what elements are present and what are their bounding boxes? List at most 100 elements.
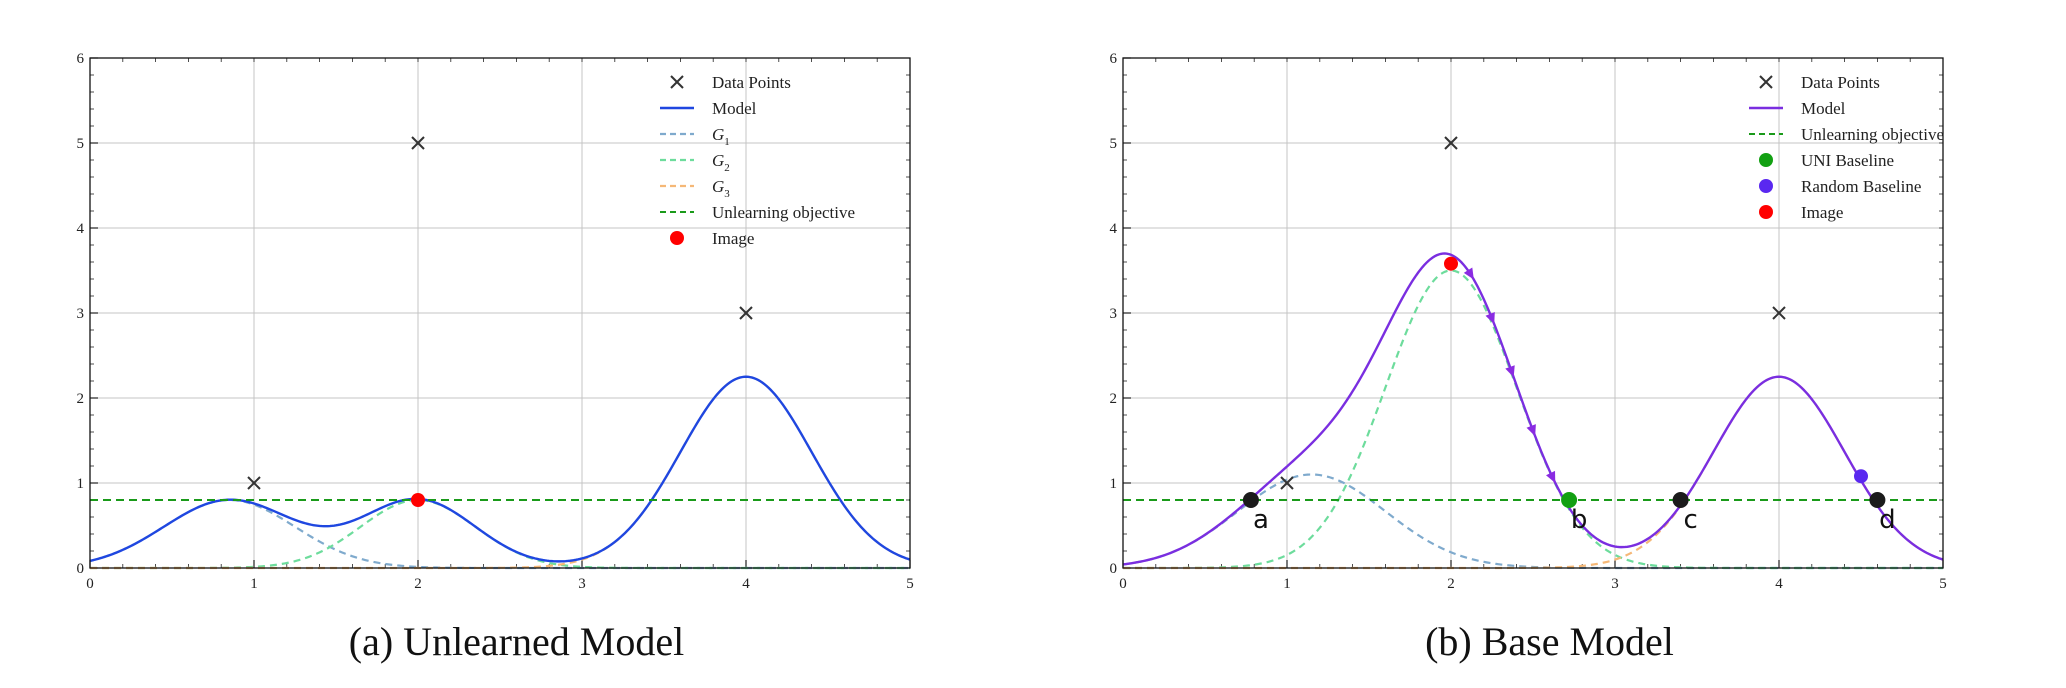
data-point-marker <box>247 476 261 490</box>
model-curve <box>1122 252 1944 566</box>
legend-item: Model <box>1749 99 1846 118</box>
legend: Data Points Model Unlearning objective UNI … <box>1749 73 1944 222</box>
legend-label: Image <box>1801 203 1843 222</box>
trajectory-arrow <box>1485 312 1495 325</box>
trajectory-arrow <box>1505 365 1515 378</box>
y-tick-label: 6 <box>77 51 85 67</box>
data-point-stroke <box>1772 306 1786 320</box>
data-point-stroke <box>247 476 261 490</box>
legend-item: Random Baseline <box>1759 177 1921 196</box>
x-tick-label: 1 <box>1283 576 1291 592</box>
legend-label: G2 <box>712 151 730 174</box>
image-point <box>411 493 425 507</box>
data-point-marker <box>739 306 753 320</box>
data-point-marker <box>1280 476 1294 490</box>
x-tick-label: 5 <box>1939 576 1947 592</box>
axes-frame <box>1122 57 1944 569</box>
legend-item: Unlearning objective <box>1749 125 1944 144</box>
grid <box>89 57 911 569</box>
x-tick-label: 2 <box>1447 576 1455 592</box>
point-label-b: b <box>1571 505 1588 535</box>
trajectory-arrow <box>1546 470 1556 483</box>
legend-marker-x <box>1759 75 1773 89</box>
data-point-marker <box>1772 306 1786 320</box>
panel-a: 0 1 2 3 4 5 0 1 2 3 4 5 6 Data Points Model G1 G2 G3 Unlea… <box>77 51 914 664</box>
legend-item: Image <box>670 229 754 248</box>
y-tick-label: 0 <box>77 561 85 577</box>
legend-item: Image <box>1759 203 1843 222</box>
caption-b: (b) Base Model <box>1425 619 1674 664</box>
x-tick-label: 5 <box>906 576 914 592</box>
y-tick-label: 1 <box>77 476 85 492</box>
trajectory-arrow <box>1526 424 1536 437</box>
model-curve <box>89 375 911 563</box>
gaussian-3 <box>1123 375 1944 570</box>
point-label-c: c <box>1683 505 1697 535</box>
data-point-stroke <box>1444 136 1458 150</box>
y-tick-label: 1 <box>1110 476 1118 492</box>
axes-frame <box>89 57 911 569</box>
x-tick-label: 3 <box>1611 576 1619 592</box>
legend-item: UNI Baseline <box>1759 151 1894 170</box>
legend-label: Random Baseline <box>1801 177 1921 196</box>
x-tick-label: 2 <box>414 576 422 592</box>
caption-a: (a) Unlearned Model <box>348 619 685 664</box>
data-point-marker <box>1444 136 1458 150</box>
panel-b: 0 1 2 3 4 5 0 1 2 3 4 5 6 a b c d Data Points Model Unlearn… <box>1033 0 2066 688</box>
gaussian-2 <box>90 498 910 570</box>
legend-item: G1 <box>660 125 730 148</box>
legend: Data Points Model G1 G2 G3 Unlearning objecti… <box>660 73 855 248</box>
data-point-marker <box>411 136 425 150</box>
point-d <box>1869 492 1886 508</box>
point-label-a: a <box>1253 505 1269 535</box>
data-point-stroke <box>411 136 425 150</box>
y-tick-label: 2 <box>77 391 85 407</box>
y-tick-label: 4 <box>1110 221 1118 237</box>
legend-item: Model <box>660 99 757 118</box>
point-c <box>1672 492 1689 508</box>
legend-label: Image <box>712 229 754 248</box>
legend-item: Data Points <box>1759 73 1880 92</box>
y-tick-label: 0 <box>1110 561 1118 577</box>
y-tick-label: 3 <box>1110 306 1118 322</box>
gaussian-1 <box>1122 473 1943 570</box>
chart-a: 0 1 2 3 4 5 0 1 2 3 4 5 6 Data Points Model G1 G2 G3 Unlea… <box>77 51 914 592</box>
x-tick-label: 4 <box>742 576 750 592</box>
x-tick-label: 1 <box>250 576 258 592</box>
legend-item: Unlearning objective <box>660 203 855 222</box>
legend-dot <box>670 231 684 245</box>
random-baseline-point <box>1854 469 1868 484</box>
legend-item: G3 <box>660 177 730 200</box>
gaussian-3 <box>90 375 911 570</box>
legend-marker-x <box>670 75 684 89</box>
x-tick-label: 3 <box>578 576 586 592</box>
point-b <box>1561 492 1578 508</box>
gaussian-2 <box>1123 269 1943 570</box>
legend-label: G1 <box>712 125 730 148</box>
legend-dot <box>1759 153 1773 167</box>
legend-label: Model <box>1801 99 1846 118</box>
data-point-stroke <box>739 306 753 320</box>
gaussian-1 <box>89 498 910 570</box>
legend-dot <box>1759 179 1773 193</box>
legend-label: Unlearning objective <box>1801 125 1944 144</box>
chart-b: 0 1 2 3 4 5 0 1 2 3 4 5 6 a b c d Data Points Model Unlearn… <box>1110 51 1947 592</box>
y-tick-label: 5 <box>77 136 85 152</box>
legend-label: Data Points <box>712 73 791 92</box>
x-tick-label: 4 <box>1775 576 1783 592</box>
point-label-d: d <box>1879 505 1896 535</box>
legend-label: Data Points <box>1801 73 1880 92</box>
x-tick-label: 0 <box>1119 576 1127 592</box>
y-tick-label: 4 <box>77 221 85 237</box>
y-tick-label: 5 <box>1110 136 1118 152</box>
y-tick-label: 2 <box>1110 391 1118 407</box>
legend-label: Unlearning objective <box>712 203 855 222</box>
trajectory-arrow <box>1463 267 1474 280</box>
legend-item: G2 <box>660 151 730 174</box>
legend-item: Data Points <box>670 73 791 92</box>
image-point <box>1444 256 1458 271</box>
legend-dot <box>1759 205 1773 219</box>
y-tick-label: 3 <box>77 306 85 322</box>
legend-label: UNI Baseline <box>1801 151 1894 170</box>
legend-label: G3 <box>712 177 730 200</box>
